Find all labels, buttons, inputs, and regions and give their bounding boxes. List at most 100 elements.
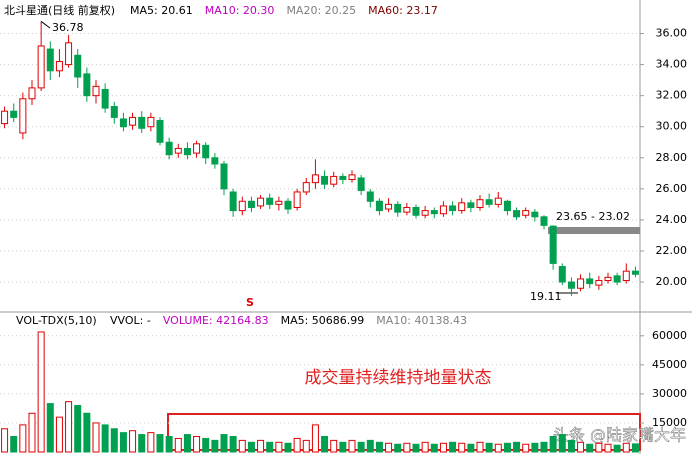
candle-body	[385, 203, 393, 210]
volume-bar	[311, 424, 319, 453]
resistance-band	[548, 227, 640, 234]
candle-body	[458, 202, 466, 212]
volume-bar	[577, 441, 585, 453]
indicator-label: MA60: 23.17	[368, 4, 438, 17]
volume-title: VOL-TDX(5,10)	[16, 314, 97, 327]
volume-bar	[485, 442, 493, 453]
indicator-label: VVOL: -	[110, 314, 151, 327]
volume-bar	[348, 439, 356, 453]
candle-body	[449, 205, 457, 212]
candle-body	[494, 197, 502, 205]
candle-body	[348, 174, 356, 181]
volume-bar	[339, 441, 347, 453]
y-tick-label: 34.00	[656, 58, 688, 71]
candle-body	[430, 210, 438, 215]
volume-bar	[183, 434, 191, 453]
volume-bar	[403, 442, 411, 453]
volume-bar	[458, 442, 466, 453]
candle-body	[83, 73, 91, 97]
y-tick-label: 30000	[652, 387, 687, 400]
candle-body	[1, 110, 9, 125]
candle-body	[19, 98, 27, 134]
volume-bar	[147, 432, 155, 453]
candle-body	[522, 210, 530, 216]
volume-bar	[119, 432, 127, 453]
candle-body	[357, 177, 365, 191]
volume-bar	[375, 441, 383, 453]
candle-body	[55, 60, 63, 72]
volume-bar	[540, 441, 548, 453]
candle-body	[549, 225, 557, 264]
volume-bar	[55, 416, 63, 453]
candle-body	[302, 182, 310, 193]
candle-body	[421, 210, 429, 216]
volume-annotation: 成交量持续维持地量状态	[305, 368, 492, 388]
candle-body	[622, 270, 630, 281]
indicator-label: MA5: 50686.99	[281, 314, 365, 327]
volume-bar	[321, 436, 329, 453]
watermark: 头条 @陆家嘴大年	[553, 426, 686, 445]
candle-body	[10, 110, 18, 118]
volume-bar	[604, 443, 612, 453]
indicator-label: MA5: 20.61	[130, 4, 193, 17]
candle-body	[540, 216, 548, 226]
volume-bar	[613, 444, 621, 453]
annotation: 23.65 - 23.02	[556, 210, 630, 223]
volume-bar	[293, 437, 301, 453]
volume-bar	[129, 430, 137, 453]
candle-body	[275, 200, 283, 205]
candle-body	[65, 42, 73, 66]
candle-body	[503, 200, 511, 212]
candle-body	[604, 276, 612, 281]
volume-bar	[74, 405, 82, 453]
volume-bar	[65, 401, 73, 453]
candle-body	[631, 270, 639, 275]
volume-bar	[567, 439, 575, 453]
volume-bar	[631, 443, 639, 453]
volume-bar	[430, 443, 438, 453]
candle-body	[174, 147, 182, 154]
volume-bar	[394, 443, 402, 453]
candle-body	[147, 116, 155, 128]
volume-bar	[622, 442, 630, 453]
signal-marker: S	[246, 296, 254, 309]
volume-bar	[467, 443, 475, 453]
candle-body	[229, 191, 237, 212]
volume-bar	[138, 434, 146, 453]
annotation: 36.78	[52, 21, 84, 34]
volume-bar	[83, 412, 91, 453]
volume-bar	[238, 439, 246, 453]
candle-body	[595, 279, 603, 286]
y-tick-label: 60000	[652, 329, 687, 342]
candle-body	[37, 45, 45, 89]
y-tick-label: 32.00	[656, 89, 688, 102]
y-tick-label: 36.00	[656, 27, 688, 40]
volume-bar	[421, 441, 429, 453]
candle-body	[119, 118, 127, 128]
indicator-label: MA10: 40138.43	[376, 314, 467, 327]
volume-bar	[284, 442, 292, 453]
volume-bar	[28, 412, 36, 453]
y-tick-label: 28.00	[656, 151, 688, 164]
volume-bar	[503, 442, 511, 453]
candle-body	[257, 197, 265, 207]
candle-body	[247, 200, 255, 208]
candle-body	[92, 85, 100, 97]
volume-bar	[412, 443, 420, 453]
volume-bar	[19, 424, 27, 453]
candle-body	[266, 197, 274, 205]
candle-body	[330, 175, 338, 185]
volume-bar	[193, 436, 201, 453]
candle-body	[46, 48, 54, 72]
candle-body	[101, 88, 109, 109]
candle-body	[586, 278, 594, 285]
candle-body	[577, 278, 585, 289]
indicator-label: VOLUME: 42164.83	[163, 314, 269, 327]
candle-body	[129, 116, 137, 126]
candle-body	[211, 157, 219, 165]
candle-body	[321, 175, 329, 185]
candle-body	[138, 116, 146, 129]
volume-bar	[211, 439, 219, 453]
candle-body	[311, 174, 319, 184]
